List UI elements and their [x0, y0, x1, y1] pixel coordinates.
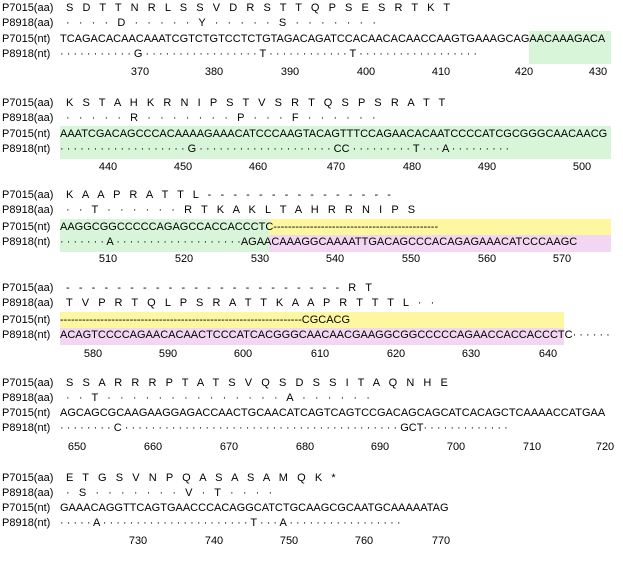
position-number: 750 — [279, 535, 299, 547]
position-number: 730 — [128, 535, 148, 547]
label-aa-p7015: P7015(aa) — [2, 97, 54, 109]
position-number: 650 — [67, 441, 87, 453]
nt-sequence-p8918: · · · · · A · · · · · · · · · · · · · · … — [60, 517, 401, 529]
highlight-yellow — [269, 219, 611, 235]
position-number: 440 — [98, 161, 118, 173]
position-number: 550 — [401, 253, 421, 265]
label-nt-p7015: P7015(nt) — [2, 407, 51, 419]
position-number: 770 — [431, 535, 451, 547]
label-aa-p8918: P8918(aa) — [2, 297, 54, 309]
position-number: 760 — [354, 535, 374, 547]
position-number: 370 — [130, 66, 150, 78]
aa-sequence-p7015: E T G S V N P Q A S A S A M Q K * — [66, 472, 336, 484]
position-number: 430 — [588, 66, 608, 78]
highlight-pink — [60, 328, 564, 345]
position-number: 530 — [250, 253, 270, 265]
nt-sequence-p7015: ----------------------------------------… — [60, 314, 351, 326]
position-number: 510 — [98, 253, 118, 265]
aa-sequence-p7015: K A A P R A T T L - - - - - - - - - - - … — [66, 189, 391, 201]
position-number: 600 — [233, 348, 253, 360]
position-number: 580 — [83, 348, 103, 360]
position-number: 660 — [143, 441, 163, 453]
label-aa-p7015: P7015(aa) — [2, 189, 54, 201]
label-aa-p8918: P8918(aa) — [2, 204, 54, 216]
position-number: 450 — [173, 161, 193, 173]
nt-sequence-p7015: AGCAGCGCAAGAAGGAGACCAACTGCAACATCAGTCAGTC… — [60, 407, 606, 419]
label-nt-p8918: P8918(nt) — [2, 236, 51, 248]
position-number: 640 — [538, 348, 558, 360]
label-nt-p7015: P7015(nt) — [2, 128, 51, 140]
position-number: 390 — [280, 66, 300, 78]
aa-sequence-p7015: - - - - - - - - - - - - - - - - - - - - … — [66, 282, 372, 294]
label-nt-p7015: P7015(nt) — [2, 314, 51, 326]
nt-sequence-p8918: · · · · · · · · · · · · · · · · · · · G … — [60, 143, 510, 155]
label-nt-p8918: P8918(nt) — [2, 48, 51, 60]
aa-sequence-p8918: · · · · D · · · · · Y · · · · · S · · · … — [66, 17, 377, 29]
position-number: 610 — [310, 348, 330, 360]
label-nt-p7015: P7015(nt) — [2, 502, 51, 514]
position-number: 490 — [477, 161, 497, 173]
position-number: 700 — [446, 441, 466, 453]
position-number: 540 — [325, 253, 345, 265]
position-number: 740 — [204, 535, 224, 547]
nt-sequence-p7015: TCAGACACAACAAATCGTCTGTCCTCTGTAGACAGATCCA… — [60, 33, 606, 45]
label-aa-p8918: P8918(aa) — [2, 487, 54, 499]
label-aa-p7015: P7015(aa) — [2, 2, 54, 14]
aa-sequence-p8918: · S · · · · · · · V · T · · · · — [66, 487, 273, 499]
aa-sequence-p7015: S D T T N R L S S V D R S T T Q P S E S … — [66, 2, 451, 14]
label-nt-p7015: P7015(nt) — [2, 221, 51, 233]
position-number: 480 — [402, 161, 422, 173]
nt-sequence-p8918: · · · · · · · · C · · · · · · · · · · · … — [60, 422, 508, 434]
position-number: 630 — [461, 348, 481, 360]
label-nt-p8918: P8918(nt) — [2, 329, 51, 341]
position-number: 420 — [514, 66, 534, 78]
aa-sequence-p8918: · · T · · · · · · · · · · · · · · A · · … — [66, 392, 370, 404]
label-nt-p8918: P8918(nt) — [2, 422, 51, 434]
position-number: 560 — [477, 253, 497, 265]
nt-sequence-p8918: · · · · · · · · · · · G · · · · · · · · … — [60, 48, 478, 60]
aa-sequence-p8918: · · · · · R · · · · · · · P · · · F · · … — [66, 112, 376, 124]
nt-sequence-p7015: GAAACAGGTTCAGTGAACCCACAGGCATCTGCAAGCGCAA… — [60, 502, 449, 514]
position-number: 460 — [248, 161, 268, 173]
label-aa-p8918: P8918(aa) — [2, 112, 54, 124]
highlight-green — [60, 219, 269, 252]
aa-sequence-p8918: · · T · · · · · · R T K A K L T A H R R … — [66, 204, 416, 216]
nt-sequence-p8918: ACAGTCCCCAGAACACAACTCCCATCACGGGCAACAACGA… — [60, 329, 610, 341]
position-number: 380 — [204, 66, 224, 78]
position-number: 570 — [552, 253, 572, 265]
label-nt-p8918: P8918(nt) — [2, 143, 51, 155]
position-number: 680 — [295, 441, 315, 453]
position-number: 520 — [174, 253, 194, 265]
aa-sequence-p7015: K S T A H K R N I P S T V S R T Q S P S … — [66, 97, 446, 109]
label-nt-p7015: P7015(nt) — [2, 33, 51, 45]
position-number: 710 — [522, 441, 542, 453]
position-number: 590 — [158, 348, 178, 360]
highlight-pink — [269, 235, 611, 252]
highlight-yellow — [60, 312, 564, 328]
label-nt-p8918: P8918(nt) — [2, 517, 51, 529]
highlight-green — [529, 31, 611, 64]
nt-sequence-p7015: AAATCGACAGCCCACAAAAGAAACATCCCAAGTACAGTTT… — [60, 128, 608, 140]
nt-sequence-p8918: · · · · · · · A · · · · · · · · · · · · … — [60, 236, 578, 248]
label-aa-p8918: P8918(aa) — [2, 392, 54, 404]
position-number: 470 — [326, 161, 346, 173]
position-number: 690 — [370, 441, 390, 453]
aa-sequence-p7015: S S A R R R P T A T S V Q S D S S I T A … — [66, 377, 448, 389]
position-number: 400 — [356, 66, 376, 78]
label-aa-p7015: P7015(aa) — [2, 472, 54, 484]
position-number: 500 — [572, 161, 592, 173]
position-number: 720 — [595, 441, 615, 453]
aa-sequence-p8918: T V P R T Q L P S R A T T K A A P R T T … — [66, 297, 435, 309]
label-aa-p8918: P8918(aa) — [2, 17, 54, 29]
position-number: 620 — [386, 348, 406, 360]
position-number: 670 — [219, 441, 239, 453]
label-aa-p7015: P7015(aa) — [2, 282, 54, 294]
label-aa-p7015: P7015(aa) — [2, 377, 54, 389]
highlight-green — [60, 126, 611, 159]
nt-sequence-p7015: AAGGCGGCCCCCAGAGCCACCACCCTC-------------… — [60, 221, 439, 233]
position-number: 410 — [431, 66, 451, 78]
